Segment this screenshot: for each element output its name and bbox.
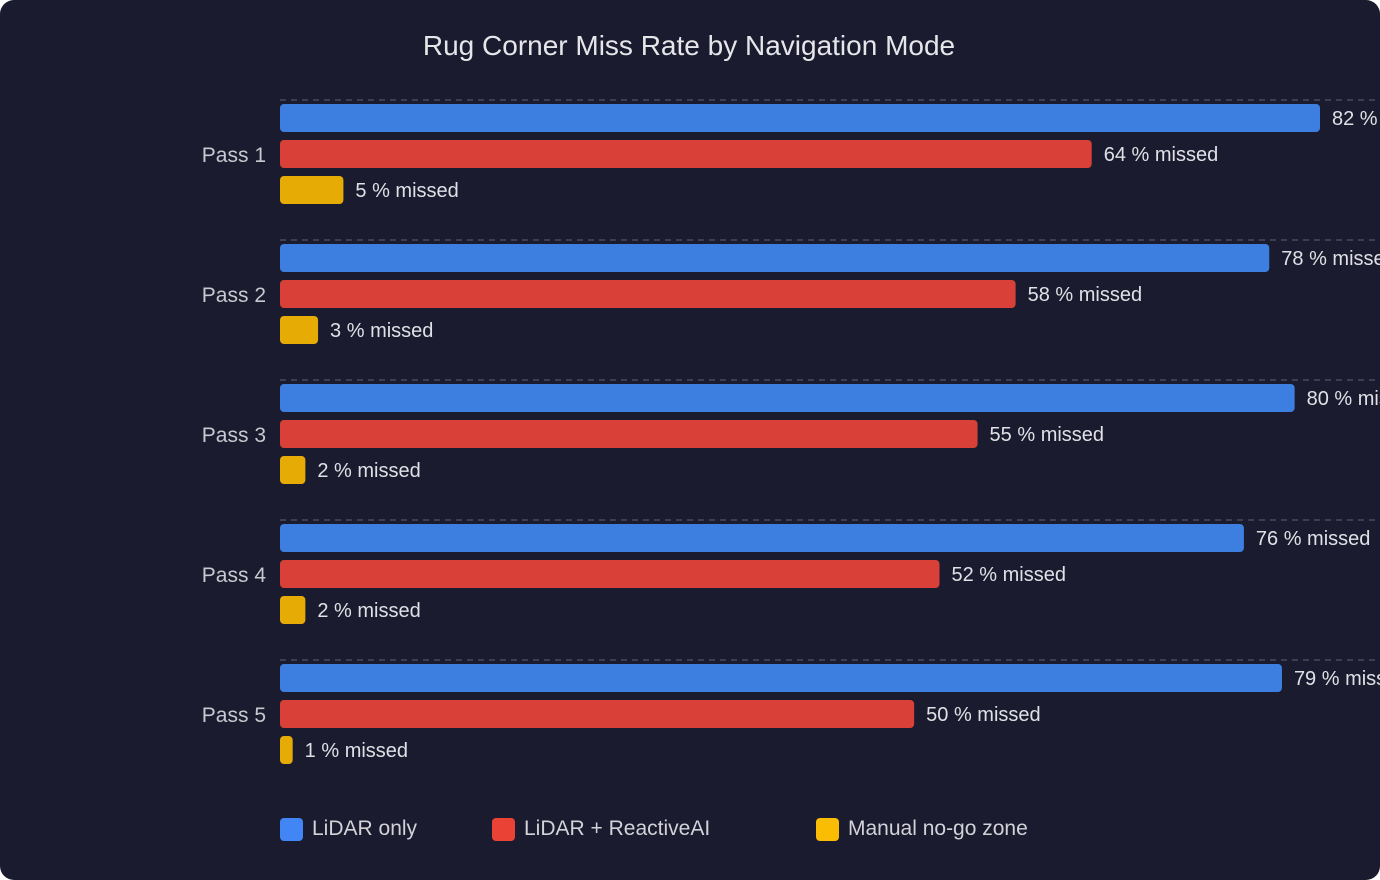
legend-label: Manual no-go zone	[848, 817, 1028, 840]
legend-item-lidar-reactiveai[interactable]: LiDAR + ReactiveAI	[492, 817, 710, 841]
data-label: 82 % missed	[1332, 108, 1380, 130]
data-label: 50 % missed	[926, 704, 1041, 726]
bar	[280, 664, 1282, 692]
bar	[280, 384, 1295, 412]
legend-swatch	[816, 817, 839, 841]
category-label: Pass 1	[202, 144, 266, 167]
legend-swatch	[492, 817, 515, 841]
data-label: 1 % missed	[305, 740, 408, 762]
bar	[280, 280, 1016, 308]
data-label: 76 % missed	[1256, 528, 1371, 550]
legend-item-lidar-only[interactable]: LiDAR only	[280, 817, 417, 841]
category-label: Pass 2	[202, 284, 266, 307]
bar	[280, 420, 978, 448]
chart-title: Rug Corner Miss Rate by Navigation Mode	[422, 30, 956, 61]
bar	[280, 140, 1092, 168]
data-label: 5 % missed	[355, 180, 458, 202]
data-label: 64 % missed	[1104, 144, 1219, 166]
bar	[280, 524, 1244, 552]
category-label: Pass 4	[202, 564, 267, 587]
data-label: 52 % missed	[952, 564, 1067, 586]
bar	[280, 104, 1320, 132]
data-label: 58 % missed	[1028, 284, 1143, 306]
data-label: 55 % missed	[990, 424, 1105, 446]
data-label: 2 % missed	[317, 600, 420, 622]
bar	[280, 560, 940, 588]
category-label: Pass 3	[202, 424, 266, 447]
bar	[280, 176, 344, 204]
legend-label: LiDAR only	[312, 817, 418, 840]
bar	[280, 244, 1270, 272]
bar	[280, 700, 915, 728]
bar	[280, 596, 306, 624]
bar	[280, 456, 306, 484]
data-label: 78 % missed	[1281, 248, 1380, 270]
legend-item-manual-no-go-zone[interactable]: Manual no-go zone	[816, 817, 1028, 841]
data-label: 2 % missed	[317, 460, 420, 482]
data-label: 80 % missed	[1307, 388, 1380, 410]
legend-swatch	[280, 817, 303, 841]
data-label: 79 % missed	[1294, 668, 1380, 690]
data-label: 3 % missed	[330, 320, 433, 342]
legend-label: LiDAR + ReactiveAI	[524, 817, 711, 840]
bar	[280, 736, 293, 764]
category-label: Pass 5	[202, 704, 266, 727]
bar	[280, 316, 319, 344]
